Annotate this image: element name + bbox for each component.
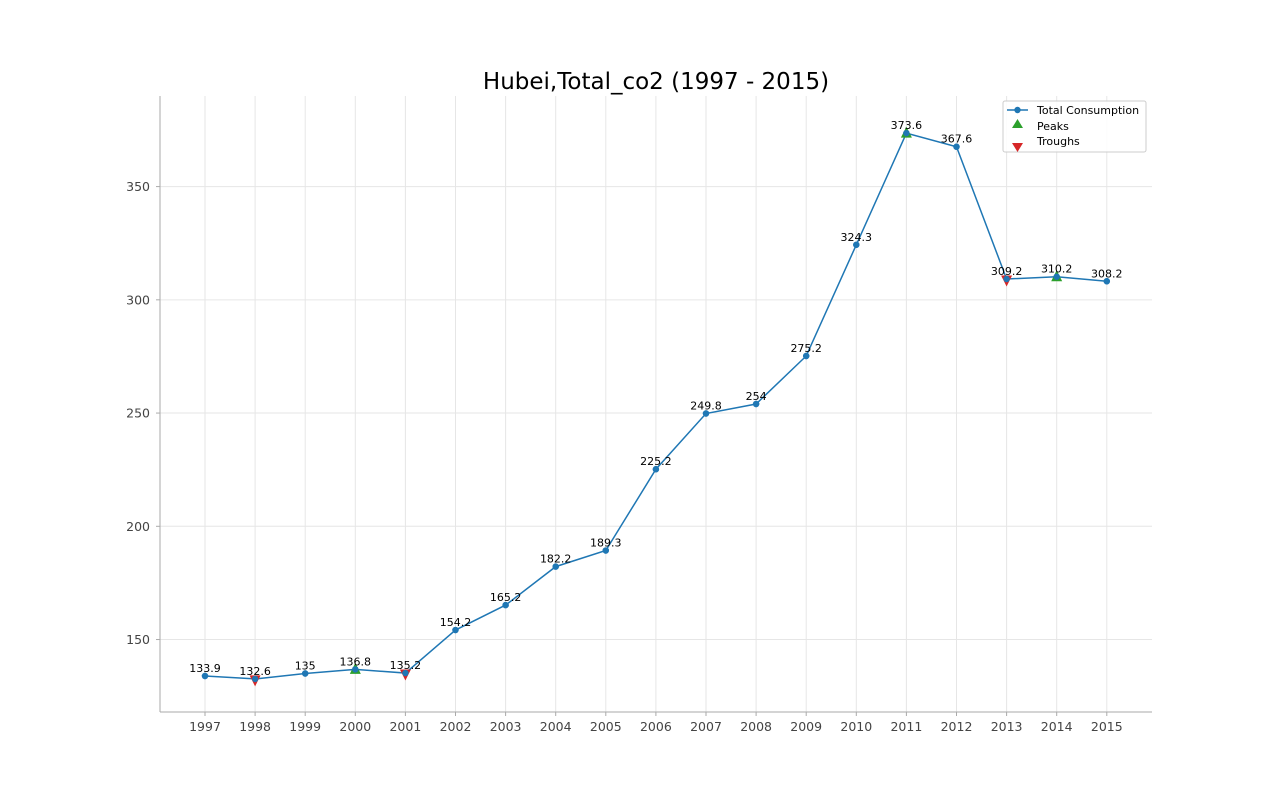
data-point-overlay xyxy=(803,352,810,360)
data-label: 367.6 xyxy=(941,133,973,146)
data-point-overlay xyxy=(602,547,609,554)
data-point-overlay xyxy=(552,563,559,570)
x-tick-label: 2012 xyxy=(941,719,973,734)
data-label: 189.3 xyxy=(590,537,622,550)
data-label: 133.9 xyxy=(189,662,221,675)
y-tick-label: 150 xyxy=(126,632,150,647)
data-label: 309.2 xyxy=(991,265,1023,278)
data-label: 310.2 xyxy=(1041,263,1073,276)
data-point-overlay xyxy=(251,675,259,683)
data-point-overlay xyxy=(1053,273,1060,280)
legend-box xyxy=(1002,100,1147,153)
data-label: 275.2 xyxy=(790,342,822,355)
data-point-overlay xyxy=(1003,275,1010,283)
y-tick-label: 350 xyxy=(126,179,150,194)
data-label: 225.2 xyxy=(640,455,672,468)
x-tick-label: 2008 xyxy=(740,719,772,734)
peak-trough-markers xyxy=(201,126,1111,687)
x-tick-label: 2003 xyxy=(490,719,522,734)
y-tick-label: 200 xyxy=(126,519,150,534)
data-point-overlay xyxy=(452,626,459,634)
y-tick-label: 300 xyxy=(126,292,150,307)
data-point-overlay xyxy=(302,670,309,677)
data-point-overlay xyxy=(903,129,910,137)
y-axis-ticks: 150 200 250 300 350 xyxy=(126,179,160,647)
x-tick-label: 2009 xyxy=(790,719,822,734)
data-point-overlay xyxy=(1103,278,1111,285)
data-point-overlay xyxy=(953,143,960,150)
data-label: 373.6 xyxy=(891,119,923,132)
data-point-overlay xyxy=(502,601,509,609)
x-tick-label: 2000 xyxy=(339,719,371,734)
legend-label-total-consumption: Total Consumption xyxy=(1036,104,1139,117)
data-label: 254 xyxy=(746,390,767,403)
x-tick-label: 2011 xyxy=(890,719,922,734)
x-tick-label: 2002 xyxy=(440,719,472,734)
legend: Total Consumption Peaks Troughs xyxy=(1002,100,1147,153)
data-label: 154.2 xyxy=(440,616,472,629)
x-tick-label: 1999 xyxy=(289,719,321,734)
data-point-overlay xyxy=(352,666,359,673)
data-point-overlay xyxy=(652,466,660,473)
data-label: 132.6 xyxy=(239,665,271,678)
x-tick-label: 1998 xyxy=(239,719,271,734)
data-label: 135.2 xyxy=(390,659,422,672)
x-tick-label: 2005 xyxy=(590,719,622,734)
x-tick-label: 2004 xyxy=(540,719,572,734)
data-label: 308.2 xyxy=(1091,267,1123,280)
grid-lines xyxy=(160,96,1152,712)
legend-trough-icon xyxy=(1012,143,1023,152)
x-axis-ticks: 1997 1998 1999 2000 2001 2002 2003 2004 2005 2006… xyxy=(189,712,1123,734)
data-labels: 133.9 132.6 135 136.8 135.2 154.2 165.2 182.2 18… xyxy=(189,119,1122,678)
x-tick-label: 2007 xyxy=(690,719,722,734)
legend-label-peaks: Peaks xyxy=(1037,120,1069,133)
data-point-overlay xyxy=(752,400,760,408)
x-tick-label: 2010 xyxy=(840,719,872,734)
legend-point-icon xyxy=(1014,106,1021,114)
data-label: 182.2 xyxy=(540,553,572,566)
data-point-overlay xyxy=(702,410,710,417)
x-tick-label: 2013 xyxy=(991,719,1023,734)
data-label: 324.3 xyxy=(841,231,873,244)
x-tick-label: 1997 xyxy=(189,719,221,734)
legend-label-troughs: Troughs xyxy=(1036,135,1080,148)
chart-title: Hubei,Total_co2 (1997 - 2015) xyxy=(483,69,829,95)
data-point-overlay xyxy=(853,241,860,248)
data-label: 136.8 xyxy=(340,655,372,668)
x-tick-label: 2001 xyxy=(389,719,421,734)
data-point-overlay xyxy=(201,672,209,680)
data-point-overlay xyxy=(402,669,409,677)
x-tick-label: 2015 xyxy=(1091,719,1123,734)
data-label: 165.2 xyxy=(490,591,522,604)
x-tick-label: 2014 xyxy=(1041,719,1073,734)
legend-peak-icon xyxy=(1012,119,1023,128)
data-label: 135 xyxy=(295,660,316,673)
x-tick-label: 2006 xyxy=(640,719,672,734)
data-label: 249.8 xyxy=(690,400,722,413)
y-tick-label: 250 xyxy=(126,406,150,421)
